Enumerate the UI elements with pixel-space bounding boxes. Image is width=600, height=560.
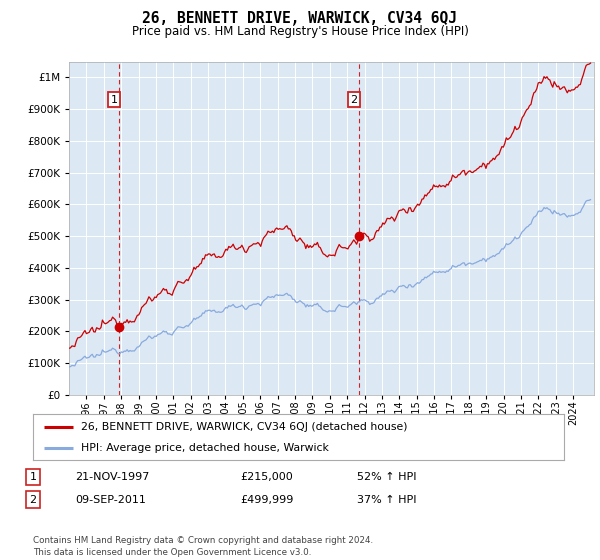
Text: 52% ↑ HPI: 52% ↑ HPI bbox=[357, 472, 416, 482]
Text: £499,999: £499,999 bbox=[240, 494, 293, 505]
Text: 26, BENNETT DRIVE, WARWICK, CV34 6QJ (detached house): 26, BENNETT DRIVE, WARWICK, CV34 6QJ (de… bbox=[81, 422, 407, 432]
Text: 1: 1 bbox=[110, 95, 118, 105]
Text: £215,000: £215,000 bbox=[240, 472, 293, 482]
Text: 37% ↑ HPI: 37% ↑ HPI bbox=[357, 494, 416, 505]
Text: Contains HM Land Registry data © Crown copyright and database right 2024.
This d: Contains HM Land Registry data © Crown c… bbox=[33, 536, 373, 557]
Text: 1: 1 bbox=[29, 472, 37, 482]
Text: 26, BENNETT DRIVE, WARWICK, CV34 6QJ: 26, BENNETT DRIVE, WARWICK, CV34 6QJ bbox=[143, 11, 458, 26]
Text: 2: 2 bbox=[350, 95, 358, 105]
Text: 21-NOV-1997: 21-NOV-1997 bbox=[75, 472, 149, 482]
Text: 09-SEP-2011: 09-SEP-2011 bbox=[75, 494, 146, 505]
Text: 2: 2 bbox=[29, 494, 37, 505]
Text: HPI: Average price, detached house, Warwick: HPI: Average price, detached house, Warw… bbox=[81, 443, 329, 453]
Text: Price paid vs. HM Land Registry's House Price Index (HPI): Price paid vs. HM Land Registry's House … bbox=[131, 25, 469, 38]
